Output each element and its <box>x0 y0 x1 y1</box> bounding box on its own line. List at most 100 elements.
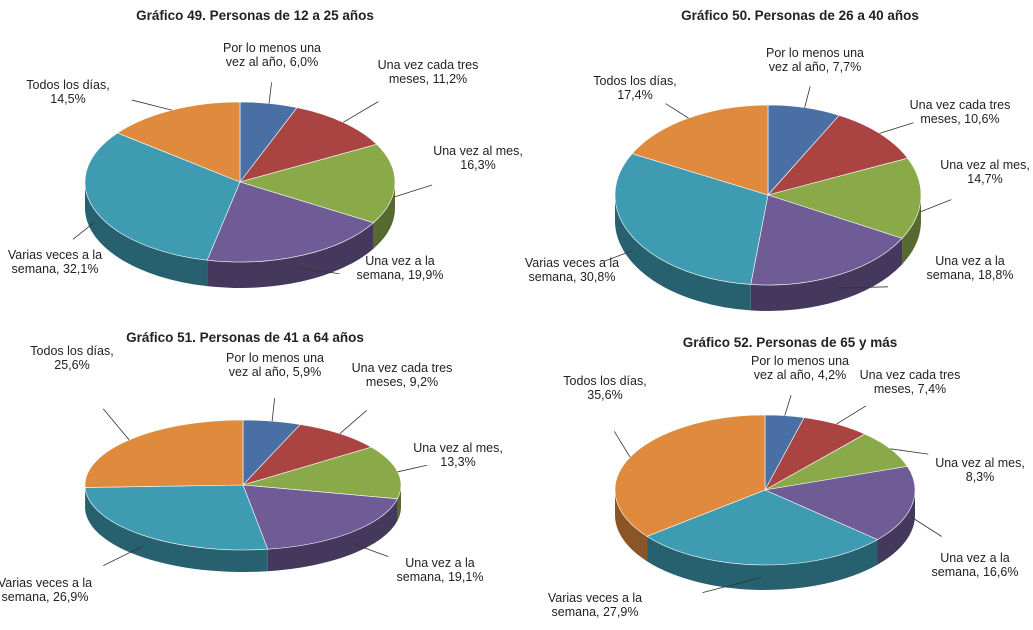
leader-line <box>397 464 427 473</box>
value-label: 16,3% <box>460 158 496 172</box>
slice-side <box>267 498 398 572</box>
leader-line <box>920 199 952 213</box>
value-label: 19,1% <box>447 570 484 584</box>
slice-side <box>750 238 903 311</box>
category-label: Una vez a la semana, <box>356 254 435 282</box>
chart-title-text: Gráfico 52. Personas de 65 y más <box>682 335 898 350</box>
value-label: 16,6% <box>982 565 1019 579</box>
slice <box>238 144 396 224</box>
slice-side <box>397 485 402 521</box>
data-label: Todos los días, 25,6% <box>20 344 124 372</box>
category-label: Una vez cada tres meses, <box>351 361 453 389</box>
slice <box>242 446 402 500</box>
category-label: Una vez a la semana, <box>926 254 1005 282</box>
value-label: 5,9% <box>292 365 322 379</box>
data-label: Una vez al mes, 16,3% <box>426 144 530 172</box>
data-label: Por lo menos una vez al año, 7,7% <box>763 46 867 74</box>
leader-line <box>343 101 379 123</box>
value-label: 17,4% <box>617 88 653 102</box>
chart-title: Gráfico 52. Personas de 65 y más <box>683 335 898 350</box>
value-label: 35,6% <box>587 388 623 402</box>
chart-title: Gráfico 49. Personas de 12 a 25 años <box>136 8 374 23</box>
category-label: Una vez al mes, <box>413 441 503 455</box>
category-label: Una vez a la semana, <box>396 556 475 584</box>
data-label: Una vez al mes, 14,7% <box>933 158 1033 186</box>
chart-title-text: Gráfico 51. Personas de 41 a 64 años <box>126 330 364 345</box>
data-label: Varias veces a la semana, 27,9% <box>543 591 647 619</box>
category-label: Una vez cada tres meses, <box>859 368 961 396</box>
chart-title: Gráfico 50. Personas de 26 a 40 años <box>681 8 919 23</box>
leader-line <box>339 410 367 434</box>
slice <box>631 104 769 196</box>
slice <box>84 132 241 261</box>
leader-line <box>268 82 272 104</box>
value-label: 18,8% <box>977 268 1014 282</box>
leader-line <box>804 86 811 108</box>
category-label: Una vez al mes, <box>935 456 1025 470</box>
leader-line <box>394 184 433 198</box>
value-label: 6,0% <box>289 55 319 69</box>
data-label: Una vez cada tres meses, 10,6% <box>908 98 1012 126</box>
data-label: Una vez a la semana, 19,1% <box>388 556 492 584</box>
value-label: 14,5% <box>50 92 86 106</box>
slice <box>646 489 879 566</box>
data-label: Todos los días, 14,5% <box>16 78 120 106</box>
leader-line <box>911 517 942 537</box>
data-label: Una vez al mes, 13,3% <box>406 441 510 469</box>
chart-title-text: Gráfico 50. Personas de 26 a 40 años <box>681 8 919 23</box>
data-label: Una vez a la semana, 19,9% <box>348 254 452 282</box>
slice <box>242 484 398 550</box>
category-label: Por lo menos una vez al año, <box>751 354 849 382</box>
value-label: 8,3% <box>965 470 995 484</box>
leader-line <box>72 222 95 240</box>
category-label: Varias veces a la semana, <box>524 256 620 284</box>
slice <box>614 153 769 285</box>
value-label: 9,2% <box>409 375 439 389</box>
data-label: Una vez a la semana, 18,8% <box>918 254 1022 282</box>
slice <box>614 414 766 537</box>
slice <box>239 107 378 183</box>
data-label: Por lo menos una vez al año, 6,0% <box>220 41 324 69</box>
category-label: Por lo menos una vez al año, <box>223 41 321 69</box>
category-label: Todos los días, <box>563 374 647 388</box>
category-label: Todos los días, <box>593 74 677 88</box>
chart-title: Gráfico 51. Personas de 41 a 64 años <box>126 330 364 345</box>
category-label: Todos los días, <box>26 78 110 92</box>
slice-side <box>647 536 878 590</box>
slice-side <box>877 490 915 565</box>
category-label: Por lo menos una vez al año, <box>766 46 864 74</box>
data-label: Varias veces a la semana, 30,8% <box>520 256 624 284</box>
data-label: Todos los días, 17,4% <box>583 74 687 102</box>
leader-line <box>890 448 929 455</box>
data-label: Por lo menos una vez al año, 5,9% <box>223 351 327 379</box>
leader-line <box>271 398 276 422</box>
leader-line <box>131 99 172 111</box>
slice <box>750 194 903 286</box>
leader-line <box>351 542 389 557</box>
category-label: Varias veces a la semana, <box>7 248 103 276</box>
slice <box>116 101 241 183</box>
value-label: 26,9% <box>52 590 89 604</box>
slice <box>242 424 373 486</box>
category-label: Varias veces a la semana, <box>0 576 93 604</box>
data-label: Todos los días, 35,6% <box>553 374 657 402</box>
leader-line <box>665 103 689 119</box>
value-label: 7,7% <box>832 60 862 74</box>
leader-line <box>838 286 889 289</box>
category-label: Por lo menos una vez al año, <box>226 351 324 379</box>
leader-line <box>604 249 634 262</box>
data-label: Una vez al mes, 8,3% <box>928 456 1032 484</box>
slice <box>763 466 916 540</box>
category-label: Una vez cada tres meses, <box>377 58 479 86</box>
value-label: 13,3% <box>440 455 476 469</box>
slice-side <box>84 182 208 287</box>
slice <box>84 419 244 488</box>
leader-line <box>784 394 792 416</box>
leader-line <box>879 122 914 134</box>
slice-side <box>615 490 648 562</box>
data-label: Una vez cada tres meses, 7,4% <box>858 368 962 396</box>
slice-side <box>207 222 374 288</box>
data-label: Varias veces a la semana, 26,9% <box>0 576 97 604</box>
